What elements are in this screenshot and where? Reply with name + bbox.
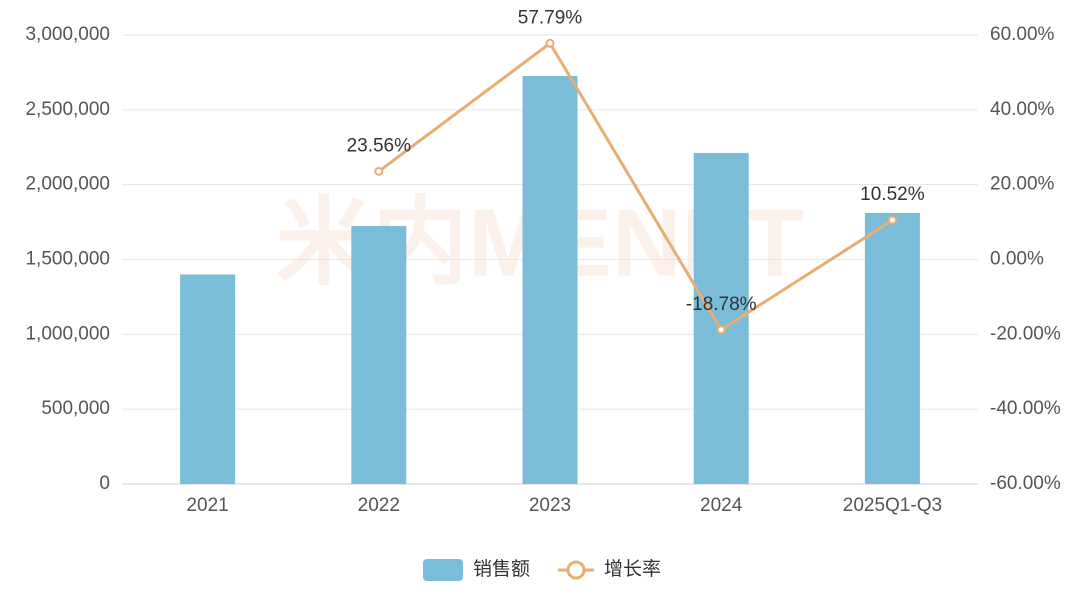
legend-swatch (423, 559, 463, 581)
y-tick-label: 3,000,000 (25, 24, 110, 45)
x-tick-label: 2023 (529, 495, 571, 516)
line-point (374, 166, 384, 176)
y-tick-label: 500,000 (41, 398, 110, 419)
y2-tick-label: -20.00% (990, 323, 1061, 344)
y-tick-label: 2,000,000 (25, 174, 110, 195)
y-tick-label: 1,000,000 (25, 323, 110, 344)
line-point (545, 38, 555, 48)
x-tick-label: 2022 (358, 495, 400, 516)
data-label: 10.52% (860, 184, 925, 205)
x-tick-label: 2025Q1-Q3 (843, 495, 942, 516)
y2-tick-label: 40.00% (990, 99, 1055, 120)
bar (522, 76, 578, 484)
legend-label: 增长率 (604, 558, 661, 580)
line-point (716, 325, 726, 335)
bar (180, 274, 236, 484)
x-tick-label: 2021 (186, 495, 228, 516)
line (377, 41, 894, 332)
y2-tick-label: 20.00% (990, 174, 1055, 195)
data-label: -18.78% (686, 294, 757, 315)
data-label: 23.56% (347, 135, 412, 156)
y-tick-label: 1,500,000 (25, 249, 110, 270)
x-tick-label: 2024 (700, 495, 743, 516)
bar (351, 225, 407, 484)
y2-tick-label: -40.00% (990, 398, 1061, 419)
legend-swatch (566, 560, 586, 580)
bar (864, 212, 920, 484)
y2-tick-label: 0.00% (990, 249, 1044, 270)
y2-tick-label: 60.00% (990, 24, 1055, 45)
y-tick-label: 0 (99, 473, 110, 494)
y-tick-label: 2,500,000 (25, 99, 110, 120)
y2-tick-label: -60.00% (990, 473, 1061, 494)
data-label: 57.79% (518, 7, 583, 28)
line-point (887, 215, 897, 225)
legend-label: 销售额 (473, 558, 530, 580)
